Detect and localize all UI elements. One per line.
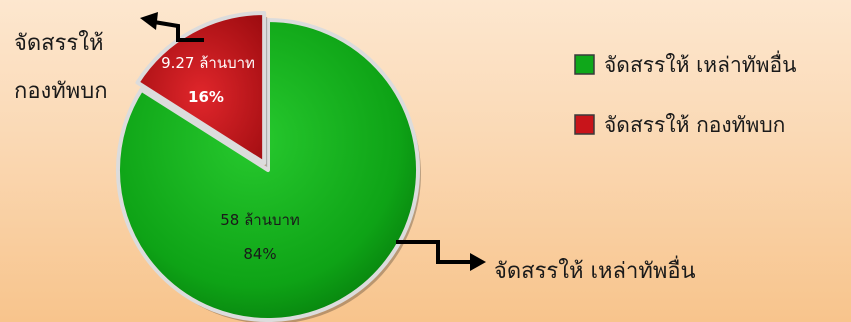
legend-label-army: จัดสรรให้ กองทัพบก — [604, 113, 785, 137]
callout-army-line1: จัดสรรให้ — [14, 30, 103, 56]
slice-value-label-army: 9.27 ล้านบาท — [161, 54, 255, 72]
legend: จัดสรรให้ เหล่าทัพอื่น จัดสรรให้ กองทัพบ… — [574, 50, 796, 137]
slice-percent-label-others: 84% — [243, 245, 276, 263]
callout-army-line2: กองทัพบก — [14, 79, 108, 104]
legend-swatch-army — [574, 114, 595, 135]
callout-others: จัดสรรให้ เหล่าทัพอื่น — [494, 255, 696, 284]
pie-slice-others — [116, 18, 420, 322]
leader-arrow-others — [396, 240, 486, 271]
leader-arrow-army — [140, 12, 204, 42]
legend-swatch-others — [574, 54, 595, 75]
legend-label-others: จัดสรรให้ เหล่าทัพอื่น — [604, 50, 796, 77]
slice-value-label-others: 58 ล้านบาท — [220, 211, 300, 229]
slice-percent-label-army: 16% — [188, 88, 224, 106]
pie-slice-army — [135, 10, 267, 165]
